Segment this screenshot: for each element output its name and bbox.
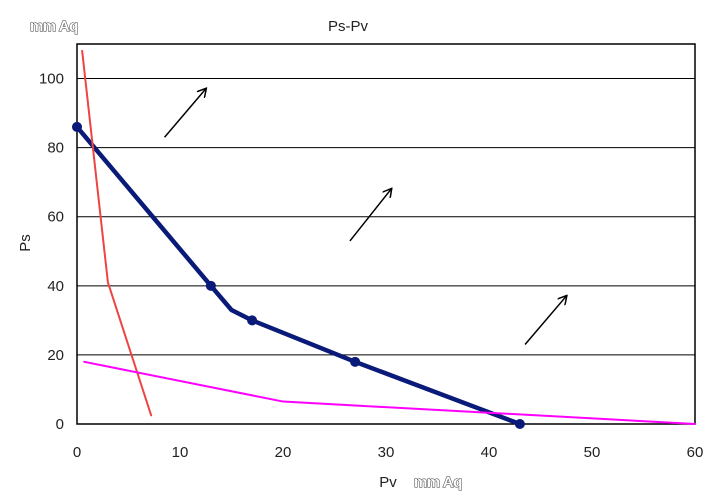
arrow-annotation-1 [163,89,206,138]
y-unit-label: mm Aq [30,18,78,35]
series-1-point-4 [247,315,258,326]
arrow-annotation-3 [524,296,566,346]
series-1-point-6 [514,419,525,429]
y-tick-40: 40 [47,278,64,295]
x-tick-40: 40 [481,444,498,461]
x-tick-0: 0 [73,444,81,461]
arrow-annotation-2 [349,189,391,242]
plot-frame [76,43,696,425]
y-tick-0: 0 [56,416,64,433]
x-tick-labels: 0 10 20 30 40 50 60 [73,444,704,461]
series-1-point-1 [72,121,82,132]
x-tick-10: 10 [172,444,189,461]
series-1-point-5 [350,356,361,367]
series-3-line [83,360,696,425]
y-axis-label: Ps [17,234,34,252]
y-tick-100: 100 [39,71,64,88]
x-tick-60: 60 [687,444,704,461]
series-2-line [81,49,153,417]
x-tick-30: 30 [378,444,395,461]
x-axis-label: Pv [379,474,397,491]
y-tick-labels: 0 20 40 60 80 100 [39,71,64,433]
gridlines [77,78,695,356]
y-tick-20: 20 [47,347,64,364]
arrow-annotations [163,89,567,346]
series-1-point-2 [205,280,216,291]
x-tick-20: 20 [275,444,292,461]
chart-title: Ps-Pv [328,18,369,35]
y-tick-80: 80 [47,140,64,157]
y-tick-60: 60 [47,209,64,226]
series-layer [72,49,696,429]
x-tick-50: 50 [584,444,601,461]
series-1-line [74,124,523,427]
x-unit-label: mm Aq [414,474,462,491]
